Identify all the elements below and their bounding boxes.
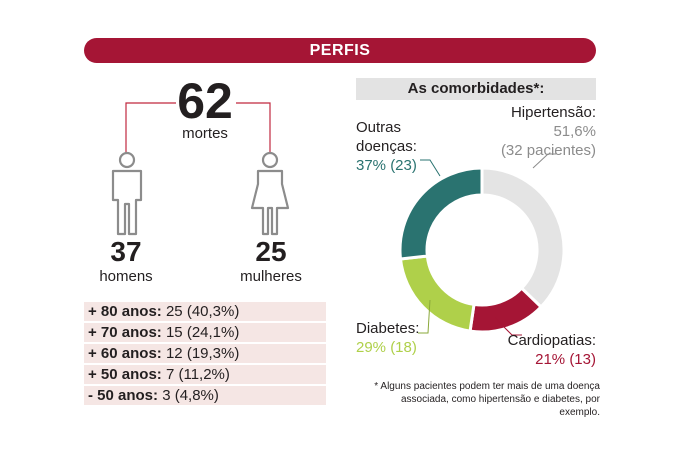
- leader-outras: [420, 159, 441, 177]
- women-label: mulheres: [240, 268, 302, 285]
- section-banner: PERFIS: [84, 38, 596, 63]
- age-row: + 60 anos: 12 (19,3%): [84, 344, 326, 363]
- deaths-label: mortes: [182, 125, 228, 142]
- label-diabetes: Diabetes: 29% (18): [356, 320, 420, 356]
- age-row: + 80 anos: 25 (40,3%): [84, 302, 326, 321]
- woman-icon: [250, 151, 290, 236]
- comorbidities-header: As comorbidades*:: [356, 78, 596, 100]
- leader-diabetes: [418, 299, 431, 334]
- age-row: - 50 anos: 3 (4,8%): [84, 386, 326, 405]
- age-row: + 70 anos: 15 (24,1%): [84, 323, 326, 342]
- total-deaths: 62: [177, 73, 233, 129]
- slice-outras-doencas: [398, 166, 484, 261]
- leader-cardiopatias: [494, 317, 522, 336]
- label-cardiopatias: Cardiopatias: 21% (13): [507, 332, 596, 368]
- slice-hipertensao: [480, 166, 566, 310]
- slice-cardiopatias: [468, 286, 544, 334]
- women-count: 25: [255, 236, 287, 267]
- label-hipertensao: Hipertensão: 51,6% (32 pacientes): [500, 104, 596, 159]
- age-row: + 50 anos: 7 (11,2%): [84, 365, 326, 384]
- man-icon: [111, 151, 143, 236]
- men-count: 37: [110, 236, 142, 267]
- men-label: homens: [99, 268, 153, 285]
- label-outras-doencas: Outras doenças: 37% (23): [356, 119, 417, 174]
- age-table: + 80 anos: 25 (40,3%) + 70 anos: 15 (24,…: [84, 302, 326, 407]
- footnote: * Alguns pacientes podem ter mais de uma…: [374, 381, 600, 418]
- leader-hipertensao: [532, 153, 556, 169]
